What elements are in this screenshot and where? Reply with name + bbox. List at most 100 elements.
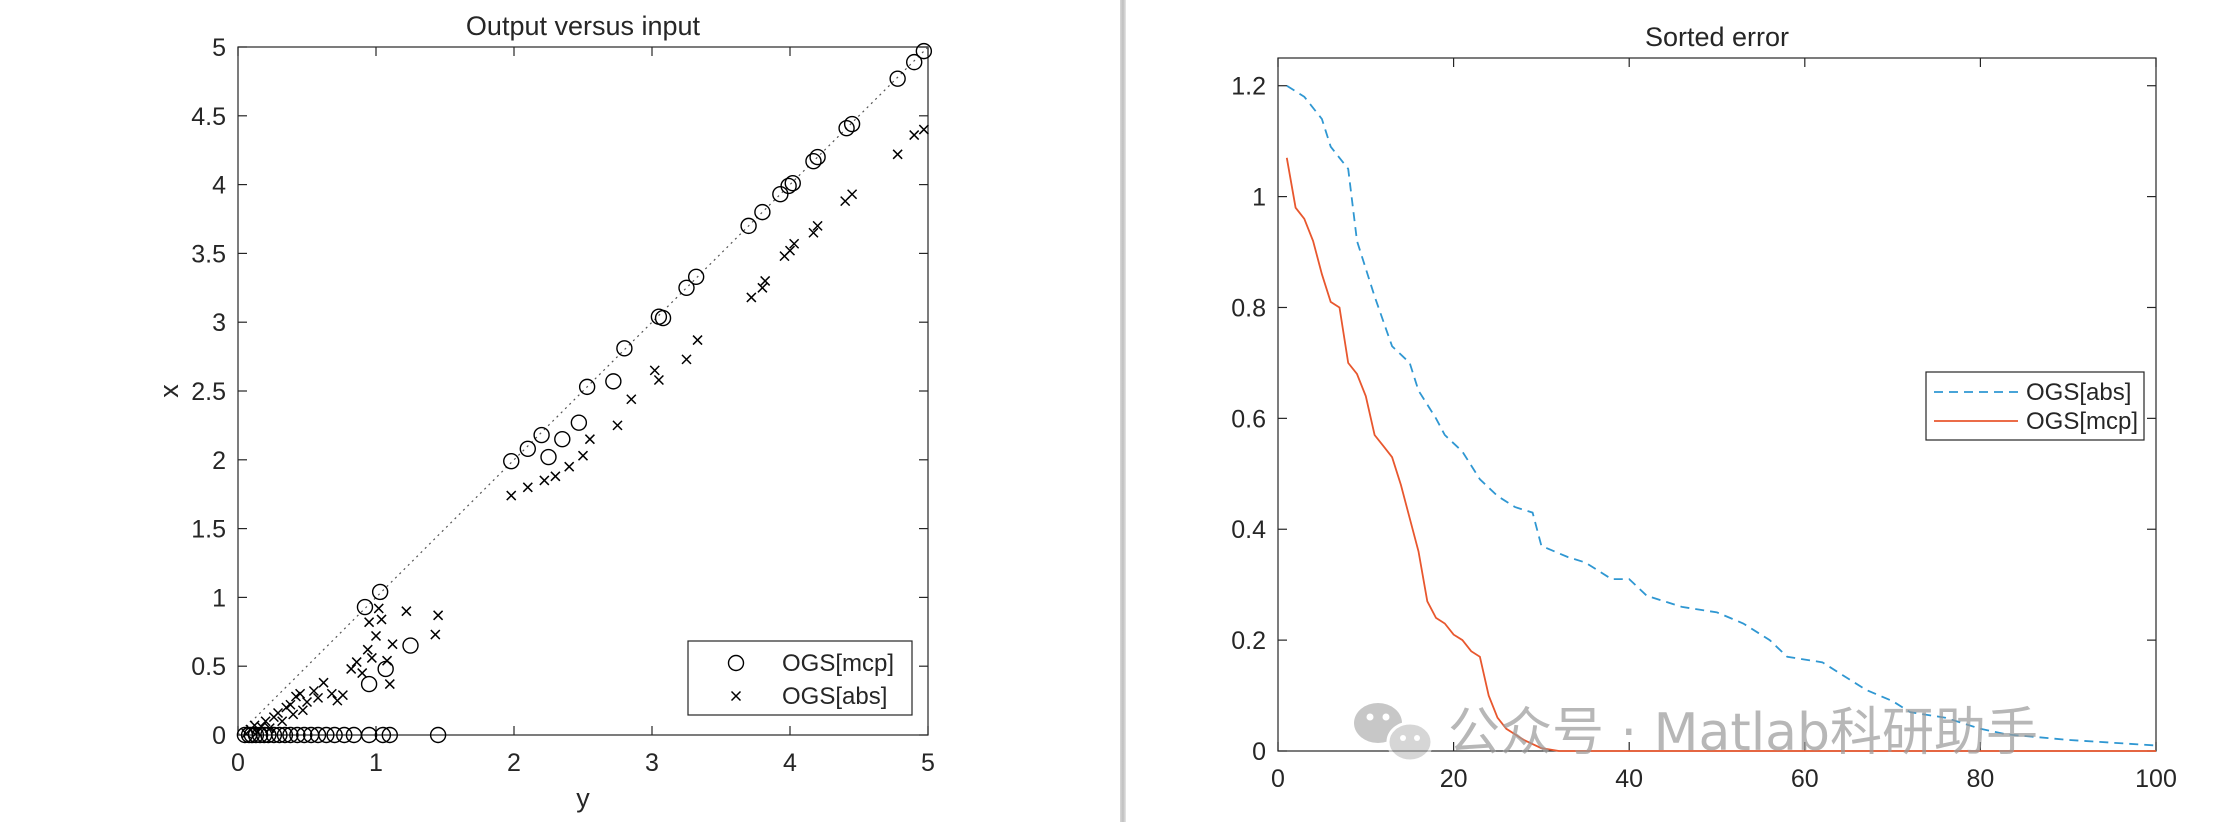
y-tick-label: 3 [212,309,226,337]
circle-marker [374,726,392,744]
x-marker [264,723,275,734]
x-marker [401,606,412,617]
x-marker [909,130,920,141]
x-marker [301,696,313,708]
x-marker [847,189,858,200]
circle-marker [740,217,757,235]
circle-marker [276,726,294,744]
x-marker [584,434,595,445]
circle-marker [889,70,906,87]
x-marker [351,657,362,668]
chart-title: Output versus input [466,11,701,41]
circle-marker [318,726,335,744]
x-marker [760,275,771,286]
y-tick-label: 1 [1252,184,1266,212]
y-tick-label: 1.5 [191,516,226,544]
circle-marker [570,414,588,431]
legend-box [687,640,913,716]
circle-marker [654,309,672,327]
y-tick-label: 3.5 [191,240,226,268]
x-tick-label: 1 [369,749,383,777]
x-marker [297,705,308,716]
circle-marker [843,115,861,133]
circle-marker [554,430,571,448]
legend-label: OGS[mcp] [782,650,894,677]
x-tick-label: 60 [1791,765,1819,793]
x-tick-label: 2 [507,749,521,777]
circle-marker [772,186,789,203]
circle-marker [754,203,771,221]
x-marker [808,227,819,238]
x-marker [295,688,306,699]
x-marker [373,603,384,614]
x-marker [376,614,387,625]
circle-marker [519,440,536,457]
x-tick-label: 80 [1966,765,1994,793]
circle-marker [326,726,343,744]
x-tick-label: 20 [1440,765,1468,793]
y-tick-label: 1 [212,584,226,612]
x-marker [692,335,703,346]
x-tick-label: 0 [1271,765,1285,793]
y-tick-label: 2.5 [191,378,226,406]
circle-marker [309,726,327,744]
y-tick-label: 0.8 [1231,294,1266,322]
x-marker [346,663,357,674]
y-tick-label: 2 [212,447,226,475]
y-tick-label: 5 [212,34,226,62]
x-marker [626,394,637,405]
legend-label: OGS[mcp] [2026,408,2138,435]
x-marker [746,292,757,303]
x-marker [256,721,267,732]
x-marker [784,245,796,256]
circle-marker [271,726,288,744]
circle-marker [289,726,306,744]
x-marker [366,652,377,663]
circle-marker [616,340,633,357]
x-marker [370,630,382,641]
circle-marker [282,726,299,744]
output-versus-input-chart: 0 1 2 3 4 5 0 0.5 1 1.5 2 2.5 3 3.5 4 4.5 5 Output versus… [154,11,935,813]
x-marker [384,679,395,690]
x-marker [357,668,368,679]
legend-label: OGS[abs] [782,683,887,710]
x-marker [892,149,903,160]
x-marker [539,475,550,486]
circle-marker [605,373,622,390]
x-marker [382,655,393,666]
circle-marker [780,177,797,195]
x-marker [812,220,823,231]
circle-marker [381,726,398,744]
reference-line [237,46,929,736]
figure-divider [1120,0,1126,822]
circle-marker [809,148,826,166]
x-marker [550,471,561,482]
y-tick-label: 1.2 [1231,73,1266,101]
x-marker [649,365,660,376]
legend-box [1925,371,2145,441]
x-marker [252,727,263,738]
y-tick-label: 0 [1252,738,1266,766]
circle-marker [533,426,550,444]
series-line-ogs-mcp- [1285,157,2156,752]
x-marker [681,354,692,365]
x-tick-label: 5 [921,749,935,777]
circle-marker [727,654,745,672]
y-tick-label: 0.4 [1231,516,1266,544]
x-marker [522,482,533,493]
x-marker [318,677,329,688]
legend: OGS[abs]OGS[mcp] [1925,371,2145,441]
legend: OGS[mcp] OGS[abs] [687,640,913,716]
circle-marker [838,119,855,137]
x-marker [285,699,296,710]
circle-marker [687,268,705,285]
x-marker [288,709,299,720]
x-tick-label: 40 [1615,765,1643,793]
y-tick-label: 0 [212,722,226,750]
x-tick-label: 100 [2135,765,2177,793]
x-marker [313,692,324,703]
y-tick-label: 4 [212,172,226,200]
x-tick-label: 0 [231,749,245,777]
x-tick-label: 3 [645,749,659,777]
x-marker [789,238,800,249]
